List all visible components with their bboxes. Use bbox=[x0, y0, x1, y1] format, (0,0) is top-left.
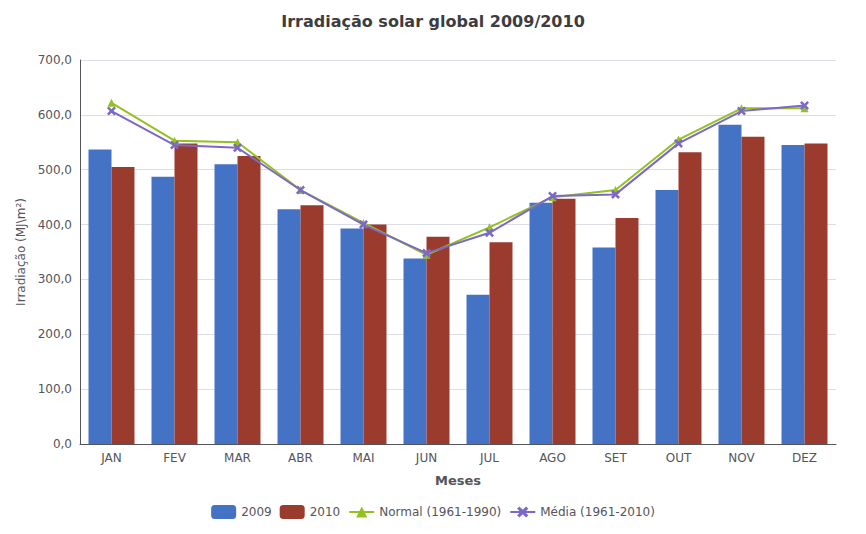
svg-text:JAN: JAN bbox=[100, 451, 122, 465]
svg-text:Irradiação (MJ\m²): Irradiação (MJ\m²) bbox=[14, 198, 28, 306]
svg-text:OUT: OUT bbox=[666, 451, 692, 465]
svg-text:SET: SET bbox=[604, 451, 627, 465]
svg-text:2009: 2009 bbox=[241, 505, 272, 519]
svg-text:0,0: 0,0 bbox=[53, 437, 72, 451]
svg-text:Média (1961-2010): Média (1961-2010) bbox=[540, 505, 655, 519]
svg-text:FEV: FEV bbox=[163, 451, 186, 465]
svg-text:Meses: Meses bbox=[435, 473, 481, 488]
svg-text:600,0: 600,0 bbox=[38, 108, 72, 122]
svg-text:MAI: MAI bbox=[352, 451, 374, 465]
svg-text:200,0: 200,0 bbox=[38, 327, 72, 341]
svg-text:Irradiação solar global 2009/2: Irradiação solar global 2009/2010 bbox=[281, 12, 585, 31]
svg-text:DEZ: DEZ bbox=[792, 451, 817, 465]
svg-text:100,0: 100,0 bbox=[38, 382, 72, 396]
svg-text:ABR: ABR bbox=[288, 451, 313, 465]
svg-text:2010: 2010 bbox=[310, 505, 341, 519]
svg-text:400,0: 400,0 bbox=[38, 218, 72, 232]
svg-text:JUN: JUN bbox=[415, 451, 437, 465]
svg-text:Normal (1961-1990): Normal (1961-1990) bbox=[379, 505, 501, 519]
svg-text:AGO: AGO bbox=[539, 451, 566, 465]
svg-text:MAR: MAR bbox=[224, 451, 251, 465]
svg-text:300,0: 300,0 bbox=[38, 272, 72, 286]
svg-text:700,0: 700,0 bbox=[38, 53, 72, 67]
svg-text:NOV: NOV bbox=[728, 451, 755, 465]
svg-text:JUL: JUL bbox=[479, 451, 499, 465]
svg-text:500,0: 500,0 bbox=[38, 163, 72, 177]
